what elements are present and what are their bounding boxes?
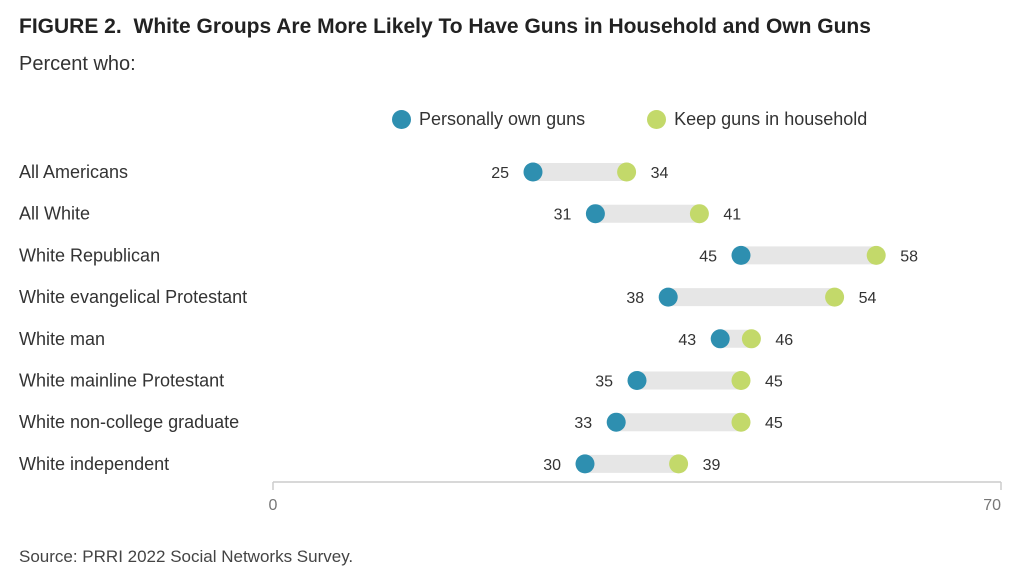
- household-guns-value-label: 54: [859, 290, 877, 307]
- chart-row: White non-college graduate 33 45: [19, 412, 783, 432]
- household-guns-point: [731, 412, 751, 432]
- legend-swatch-own: [392, 109, 411, 129]
- household-guns-point: [617, 162, 637, 182]
- household-guns-point: [825, 287, 845, 307]
- household-guns-value-label: 34: [651, 165, 669, 182]
- household-guns-value-label: 46: [775, 332, 793, 349]
- category-label: White independent: [19, 454, 169, 474]
- own-guns-value-label: 35: [595, 374, 613, 391]
- own-guns-point: [585, 204, 605, 224]
- own-guns-value-label: 45: [699, 248, 717, 265]
- category-label: White Republican: [19, 245, 160, 265]
- legend: Personally own guns Keep guns in househo…: [392, 106, 929, 132]
- own-guns-value-label: 30: [543, 457, 561, 474]
- chart-row: White mainline Protestant 35 45: [19, 371, 783, 391]
- legend-swatch-household: [647, 109, 667, 129]
- source-note: Source: PRRI 2022 Social Networks Survey…: [19, 547, 354, 566]
- category-label: All Americans: [19, 162, 128, 182]
- x-tick-label: 0: [269, 497, 278, 514]
- own-guns-point: [523, 162, 543, 182]
- figure-label: FIGURE 2.: [19, 15, 122, 38]
- chart-row: White Republican 45 58: [19, 245, 918, 265]
- own-guns-point: [731, 245, 751, 265]
- household-guns-point: [866, 245, 886, 265]
- own-guns-value-label: 43: [678, 332, 696, 349]
- household-guns-point: [669, 454, 689, 474]
- household-guns-value-label: 39: [703, 457, 721, 474]
- chart-title: FIGURE 2. White Groups Are More Likely T…: [19, 15, 871, 39]
- chart-row: White evangelical Protestant 38 54: [19, 287, 876, 307]
- chart-title-text: White Groups Are More Likely To Have Gun…: [133, 15, 871, 38]
- chart-rows: All Americans 25 34 All White 31 41 White Repu…: [19, 162, 918, 474]
- own-guns-point: [658, 287, 678, 307]
- household-guns-point: [741, 329, 761, 349]
- own-guns-point: [575, 454, 595, 474]
- category-label: White man: [19, 329, 105, 349]
- legend-label-own: Personally own guns: [419, 108, 586, 129]
- legend-label-household: Keep guns in household: [674, 108, 868, 129]
- household-guns-point: [731, 371, 751, 390]
- x-axis: 0 70: [269, 481, 1002, 514]
- own-guns-point: [710, 329, 730, 349]
- own-guns-value-label: 31: [554, 207, 572, 224]
- x-tick-label: 70: [983, 497, 1001, 514]
- household-guns-value-label: 45: [765, 374, 783, 391]
- chart-row: White man 43 46: [19, 329, 793, 349]
- legend-item-own: Personally own guns: [392, 109, 585, 130]
- category-label: White mainline Protestant: [19, 371, 224, 391]
- household-guns-value-label: 58: [900, 248, 918, 265]
- chart-row: All Americans 25 34: [19, 162, 668, 182]
- chart-subtitle: Percent who:: [19, 53, 136, 75]
- category-label: White non-college graduate: [19, 412, 239, 432]
- household-guns-value-label: 41: [723, 207, 741, 224]
- household-guns-point: [689, 204, 709, 224]
- own-guns-value-label: 25: [491, 165, 509, 182]
- own-guns-value-label: 38: [626, 290, 644, 307]
- category-label: White evangelical Protestant: [19, 287, 247, 307]
- own-guns-point: [606, 412, 626, 432]
- chart-row: All White 31 41: [19, 204, 741, 224]
- own-guns-point: [627, 371, 647, 390]
- chart-row: White independent 30 39: [19, 454, 720, 474]
- household-guns-value-label: 45: [765, 415, 783, 432]
- legend-item-household: Keep guns in household: [647, 109, 867, 130]
- own-guns-value-label: 33: [574, 415, 592, 432]
- category-label: All White: [19, 204, 90, 224]
